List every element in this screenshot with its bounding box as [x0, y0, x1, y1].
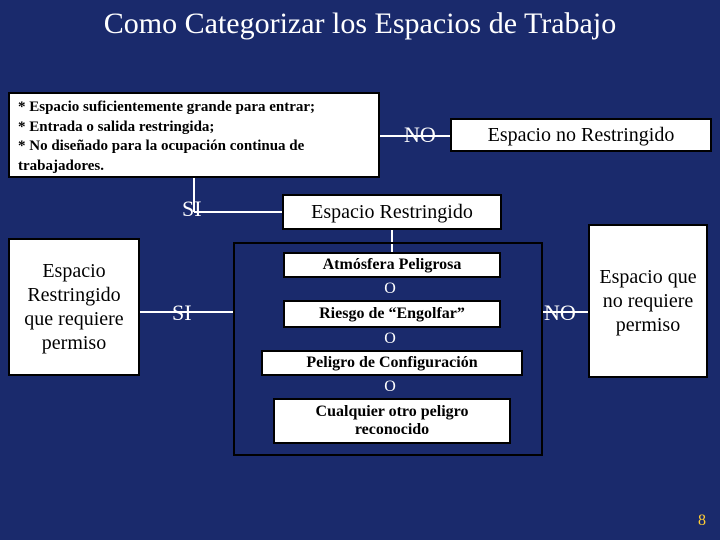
criteria-box: * Espacio suficientemente grande para en… — [8, 92, 380, 178]
slide-number: 8 — [698, 512, 706, 530]
hazard-otro: Cualquier otro peligro reconocido — [273, 398, 511, 444]
label-no-right: NO — [544, 300, 576, 326]
slide-title: Como Categorizar los Espacios de Trabajo — [0, 0, 720, 42]
label-si-top: SI — [182, 196, 202, 222]
criteria-line-2: * Entrada o salida restringida; — [18, 118, 370, 138]
criteria-line-1: * Espacio suficientemente grande para en… — [18, 98, 370, 118]
label-o-2: O — [382, 330, 398, 348]
hazard-configuracion: Peligro de Configuración — [261, 350, 523, 376]
hazard-engolfar: Riesgo de “Engolfar” — [283, 300, 501, 328]
box-no-restringido: Espacio no Restringido — [450, 118, 712, 152]
hazard-atmosfera: Atmósfera Peligrosa — [283, 252, 501, 278]
box-requiere-permiso: Espacio Restringido que requiere permiso — [8, 238, 140, 376]
label-no-top: NO — [404, 122, 436, 148]
box-no-requiere-permiso: Espacio que no requiere permiso — [588, 224, 708, 378]
criteria-line-3: * No diseñado para la ocupación continua… — [18, 137, 370, 176]
label-o-3: O — [382, 378, 398, 396]
label-si-left: SI — [172, 300, 192, 326]
label-o-1: O — [382, 280, 398, 298]
box-restringido: Espacio Restringido — [282, 194, 502, 230]
